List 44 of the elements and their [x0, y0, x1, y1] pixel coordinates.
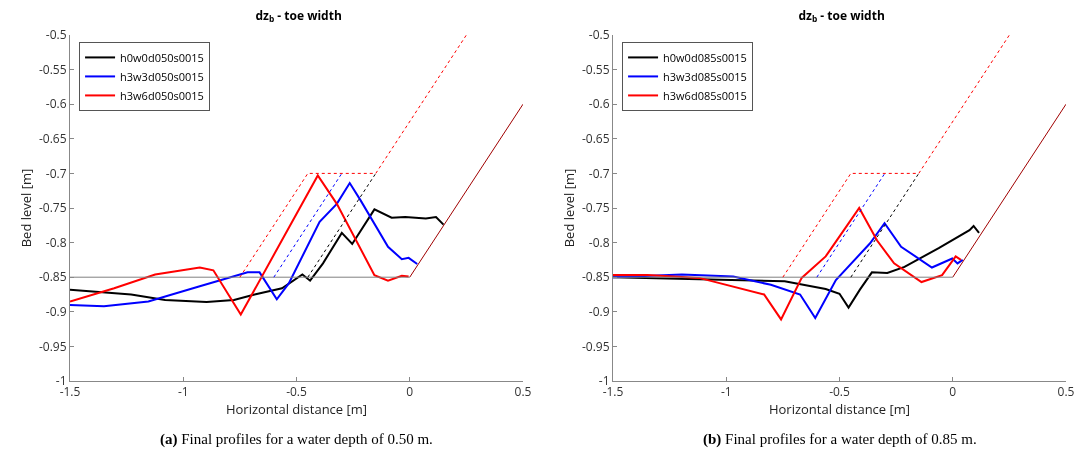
y-tick-label: -0.8: [588, 233, 610, 251]
y-tick-label: -0.9: [45, 303, 67, 320]
text: (b) Final profiles for a water depth of 0.85 m.: [703, 431, 977, 448]
y-tick-label: -0.95: [38, 337, 67, 355]
legend-label: h3w6d085s0015: [663, 87, 747, 103]
y-tick-label: -0.6: [45, 95, 67, 113]
y-tick-label: -0.7: [45, 164, 67, 182]
y-tick-label: -0.7: [588, 164, 610, 182]
x-tick-label: -1.5: [59, 383, 81, 401]
legend-label: h3w6d050s0015: [120, 87, 204, 103]
x-tick-label: -1: [177, 383, 189, 401]
y-axis-title: Bed level [m]: [559, 168, 578, 248]
y-tick-label: -0.8: [45, 233, 67, 251]
y-tick-label: -0.75: [581, 199, 610, 217]
y-tick-label: -0.9: [588, 303, 610, 320]
legend-label: h3w3d050s0015: [120, 68, 204, 84]
y-tick-label: -0.65: [581, 130, 610, 147]
y-tick-label: -0.55: [581, 60, 610, 78]
y-tick-label: -0.65: [38, 130, 67, 147]
text: (a) Final profiles for a water depth of 0.50 m.: [160, 431, 433, 448]
x-tick-label: -1.5: [602, 383, 624, 401]
x-tick-label: 0: [406, 383, 414, 401]
x-tick-label: 0.5: [1057, 383, 1075, 401]
x-tick-label: -1: [720, 383, 732, 401]
chart-title: dz$_{b}$ - toe width: [255, 6, 342, 25]
y-tick-label: -0.55: [38, 60, 67, 78]
y-tick-label: -0.95: [581, 337, 610, 355]
x-tick-label: 0: [949, 383, 957, 401]
y-tick-label: -0.85: [38, 268, 67, 286]
x-tick-label: -0.5: [286, 383, 307, 401]
y-axis-title: Bed level [m]: [16, 168, 35, 248]
x-tick-label: 0.5: [514, 383, 532, 401]
chart-title: dz$_{b}$ - toe width: [798, 6, 885, 25]
legend-label: h0w0d085s0015: [663, 49, 747, 65]
x-tick-label: -0.5: [829, 383, 850, 401]
y-tick-label: -0.75: [38, 199, 67, 217]
y-tick-label: -0.85: [581, 268, 610, 286]
y-tick-label: -0.5: [45, 26, 67, 44]
legend-label: h0w0d050s0015: [120, 49, 204, 65]
x-axis-title: Horizontal distance [m]: [225, 400, 368, 419]
y-tick-label: -0.6: [588, 95, 610, 113]
y-tick-label: -0.5: [588, 26, 610, 44]
legend-label: h3w3d085s0015: [663, 68, 747, 84]
x-axis-title: Horizontal distance [m]: [768, 400, 911, 419]
